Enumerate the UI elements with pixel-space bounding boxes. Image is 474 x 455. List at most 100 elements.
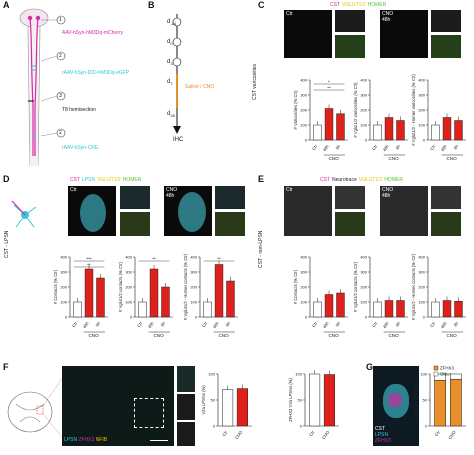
y-tick-label: 0 xyxy=(365,138,368,143)
y-tick-label: 200 xyxy=(300,108,307,113)
micrograph-c-cno-inset1 xyxy=(431,10,461,32)
annotation-aav-hm3dq: AAV-hSyn-hM3Dq-mCherry xyxy=(62,30,124,36)
y-tick-label: 50 xyxy=(211,398,216,403)
y-tick-label: 300 xyxy=(360,270,367,275)
y-tick-label: 0 xyxy=(300,424,303,429)
legend-label: ZFHX3 xyxy=(440,366,454,371)
bar xyxy=(236,388,248,427)
panel-d-legend: CST LPSN VGLUT1/2 HOMER xyxy=(70,177,142,183)
y-tick-label: 0 xyxy=(213,424,216,429)
micrograph-d-ctr-inset1 xyxy=(120,186,150,209)
group-label: CNO xyxy=(388,333,399,338)
panel-label-f: F xyxy=(3,362,9,372)
bar xyxy=(138,301,147,318)
panel-label-e: E xyxy=(258,174,265,184)
y-tick-label: 200 xyxy=(125,285,132,290)
y-tick-label: 300 xyxy=(418,93,425,98)
x-tick-label: CNO xyxy=(321,429,331,440)
y-tick-label: 50 xyxy=(423,398,428,403)
sig-marker: ** xyxy=(217,257,221,262)
chart-d2: 0 100 200 300 400# Vglut1/2 contacts (% Ctr)… xyxy=(118,255,173,338)
micrograph-c-ctr: Ctr xyxy=(284,10,332,58)
panel-label-g: G xyxy=(366,362,374,372)
x-tick-label: 48h xyxy=(147,320,155,329)
y-tick-label: 100 xyxy=(295,372,302,377)
bar xyxy=(149,268,159,318)
x-tick-label: 8h xyxy=(160,320,167,327)
group-label: CNO xyxy=(88,333,99,338)
chart-e3: 0 100 200 300 400# Vglut1/2 - Homer contacts… xyxy=(411,253,466,338)
chart-e2: 0 100 200 300 400# Vglut1/2 contacts (% Ctr)… xyxy=(353,255,408,338)
micrograph-e-ctr-inset2 xyxy=(335,212,365,236)
y-tick-label: 300 xyxy=(418,270,425,275)
y-tick-label: 300 xyxy=(190,270,197,275)
group-label: CNO xyxy=(446,156,457,161)
y-tick-label: 300 xyxy=(60,270,67,275)
y-tick-label: 200 xyxy=(190,285,197,290)
group-label: CNO xyxy=(446,333,457,338)
bar xyxy=(442,117,452,141)
chart-e1: 0 100 200 300 400 # Contacts (% Ctr) Ctr 48h 8h C… xyxy=(293,255,348,338)
y-tick-label: 300 xyxy=(300,270,307,275)
treatment-label: Saline / CNO xyxy=(185,84,215,90)
y-tick-label: 0 xyxy=(365,315,368,320)
bar xyxy=(73,301,82,318)
x-tick-label: 8h xyxy=(225,320,232,327)
y-tick-label: 0 xyxy=(65,315,68,320)
x-tick-label: 48h xyxy=(440,143,448,152)
x-tick-label: Ctr xyxy=(308,429,316,437)
step-3: 3 xyxy=(59,93,62,99)
bar xyxy=(324,108,334,141)
x-tick-label: 8h xyxy=(335,320,342,327)
y-axis-label: # Vglut1/2 contacts (% Ctr) xyxy=(353,261,358,312)
panel-label-d: D xyxy=(3,174,10,184)
x-tick-label: Ctr xyxy=(429,143,437,151)
x-tick-label: Ctr xyxy=(371,143,379,151)
bar xyxy=(336,113,345,141)
y-tick-label: 100 xyxy=(420,372,427,377)
panel-c-legend: CST VGLUT1/2 HOMER xyxy=(330,2,387,8)
y-axis-label: # Vglut1/2 varicosities (% Ctr) xyxy=(353,82,358,138)
group-label: CNO xyxy=(218,333,229,338)
y-tick-label: 0 xyxy=(195,315,198,320)
bar xyxy=(214,264,224,318)
y-tick-label: 100 xyxy=(208,372,215,377)
y-tick-label: 300 xyxy=(125,270,132,275)
micrograph-e-cno-inset1 xyxy=(431,186,461,209)
timeline-d7: d7 xyxy=(167,79,173,87)
bar xyxy=(384,300,394,318)
bar xyxy=(454,120,463,141)
x-tick-label: 48h xyxy=(82,320,90,329)
legend-swatch xyxy=(433,365,439,371)
y-tick-label: 400 xyxy=(125,255,132,260)
y-tick-label: 400 xyxy=(418,78,425,83)
panel-b-timeline xyxy=(172,14,182,134)
chart-c1: 0 100 200 300 400 # Varicosities (% Ctr) Ctr 48… xyxy=(293,78,348,161)
x-tick-label: Ctr xyxy=(429,320,437,328)
timeline-d28: d28 xyxy=(167,111,175,119)
micrograph-g: CST LPSN ZFHX3 xyxy=(373,366,419,446)
bar xyxy=(336,292,345,318)
bar xyxy=(222,389,234,427)
y-tick-label: 300 xyxy=(360,93,367,98)
bar xyxy=(96,277,105,318)
micrograph-c-cno: CNO 48h xyxy=(380,10,428,58)
step-2: 2 xyxy=(59,53,62,59)
x-tick-label: 8h xyxy=(95,320,102,327)
group-label: CNO xyxy=(328,156,339,161)
bar xyxy=(442,300,452,318)
y-tick-label: 0 xyxy=(305,138,308,143)
y-tick-label: 0 xyxy=(305,315,308,320)
x-tick-label: Ctr xyxy=(311,143,319,151)
y-tick-label: 100 xyxy=(418,123,425,128)
sig-marker: ** xyxy=(152,257,156,262)
x-tick-label: Ctr xyxy=(136,320,144,328)
y-tick-label: 0 xyxy=(130,315,133,320)
y-tick-label: 400 xyxy=(300,78,307,83)
panel-e-side-label: CST - non-LPSN xyxy=(258,230,264,268)
annotation-raav-cre: rAAV-hSyn-CRE xyxy=(62,145,99,151)
bar-zfhx3 xyxy=(450,378,462,427)
y-tick-label: 0 xyxy=(423,315,426,320)
